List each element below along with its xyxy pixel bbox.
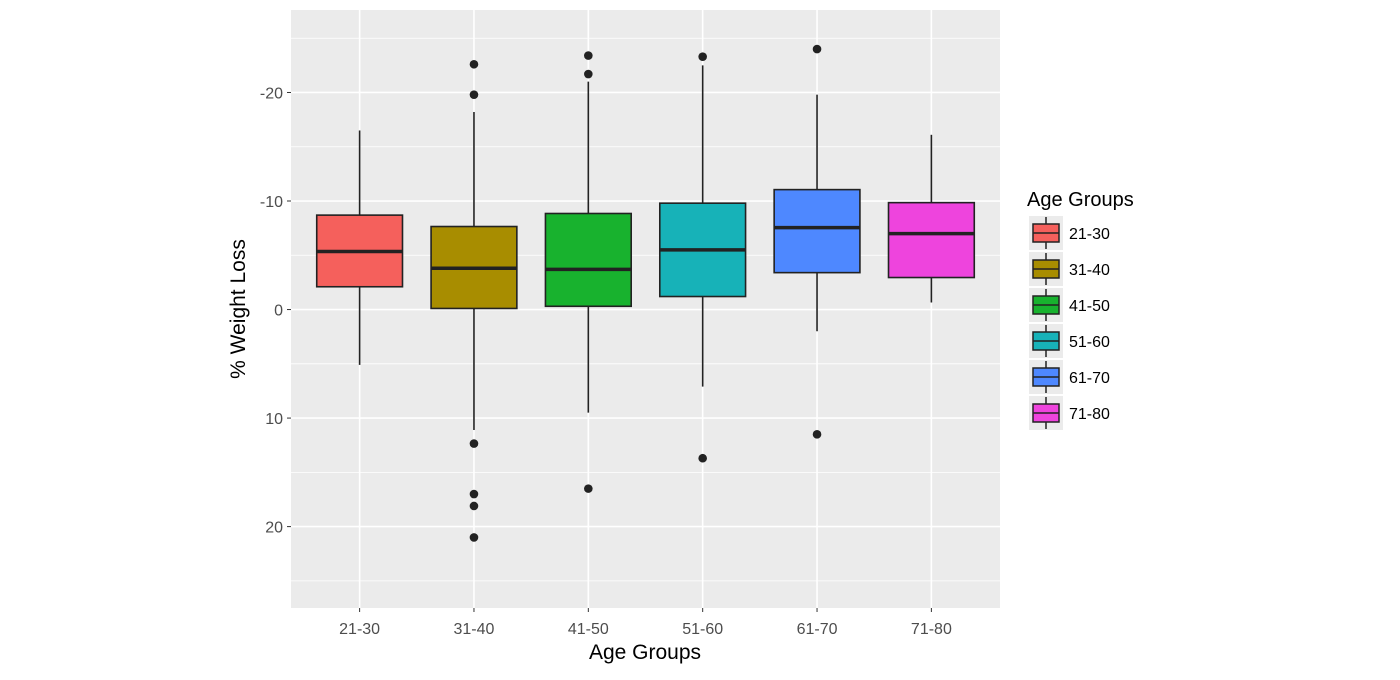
outlier-point bbox=[469, 90, 479, 99]
y-tick-label: -10 bbox=[260, 194, 283, 211]
x-tick-label: 71-80 bbox=[911, 621, 952, 638]
legend-label: 41-50 bbox=[1069, 298, 1110, 315]
outlier-point bbox=[469, 439, 479, 448]
x-tick-label: 61-70 bbox=[797, 621, 838, 638]
outlier-point bbox=[584, 51, 593, 60]
box-21-30 bbox=[315, 130, 404, 365]
x-tick-label: 41-50 bbox=[568, 621, 609, 638]
legend-item-41-50: 41-50 bbox=[1029, 288, 1110, 322]
legend-item-51-60: 51-60 bbox=[1029, 324, 1110, 358]
box-41-50 bbox=[544, 51, 633, 493]
x-axis-label: Age Groups bbox=[589, 641, 701, 664]
outlier-point bbox=[698, 52, 707, 61]
legend-label: 71-80 bbox=[1069, 406, 1110, 423]
outlier-point bbox=[812, 44, 822, 54]
legend: 21-30 31-40 41-50 51-60 61-70 71-80 bbox=[1029, 216, 1110, 430]
outlier-point bbox=[698, 453, 707, 463]
outlier-point bbox=[469, 533, 479, 542]
legend-label: 61-70 bbox=[1069, 370, 1110, 387]
legend-item-21-30: 21-30 bbox=[1029, 216, 1110, 250]
y-axis: -20 -10 0 10 20 bbox=[260, 85, 291, 537]
box-71-80 bbox=[887, 134, 976, 303]
x-tick-label: 21-30 bbox=[339, 621, 380, 638]
legend-item-71-80: 71-80 bbox=[1029, 396, 1110, 430]
legend-label: 21-30 bbox=[1069, 226, 1110, 243]
x-axis: 21-30 31-40 41-50 51-60 61-70 71-80 bbox=[339, 608, 952, 638]
box-31-40 bbox=[430, 59, 518, 542]
legend-item-31-40: 31-40 bbox=[1029, 252, 1110, 286]
outlier-point bbox=[469, 501, 479, 511]
y-axis-label: % Weight Loss bbox=[227, 239, 250, 379]
legend-label: 51-60 bbox=[1069, 334, 1110, 351]
y-tick-label: -20 bbox=[260, 85, 283, 102]
outlier-point bbox=[584, 69, 593, 79]
legend-title: Age Groups bbox=[1027, 189, 1134, 211]
legend-item-61-70: 61-70 bbox=[1029, 360, 1110, 394]
box-iqr bbox=[773, 188, 861, 274]
box-51-60 bbox=[658, 52, 747, 463]
box-iqr bbox=[544, 212, 633, 308]
x-tick-label: 51-60 bbox=[682, 621, 723, 638]
outlier-point bbox=[469, 489, 479, 499]
outlier-point bbox=[469, 59, 479, 69]
outlier-point bbox=[584, 484, 593, 493]
x-tick-label: 31-40 bbox=[454, 621, 495, 638]
legend-label: 31-40 bbox=[1069, 262, 1110, 279]
outlier-point bbox=[812, 430, 822, 439]
box-iqr bbox=[887, 201, 976, 279]
y-tick-label: 0 bbox=[274, 303, 283, 320]
y-tick-label: 10 bbox=[265, 411, 283, 428]
box-61-70 bbox=[773, 44, 861, 439]
y-tick-label: 20 bbox=[265, 520, 283, 537]
boxes bbox=[315, 44, 976, 542]
